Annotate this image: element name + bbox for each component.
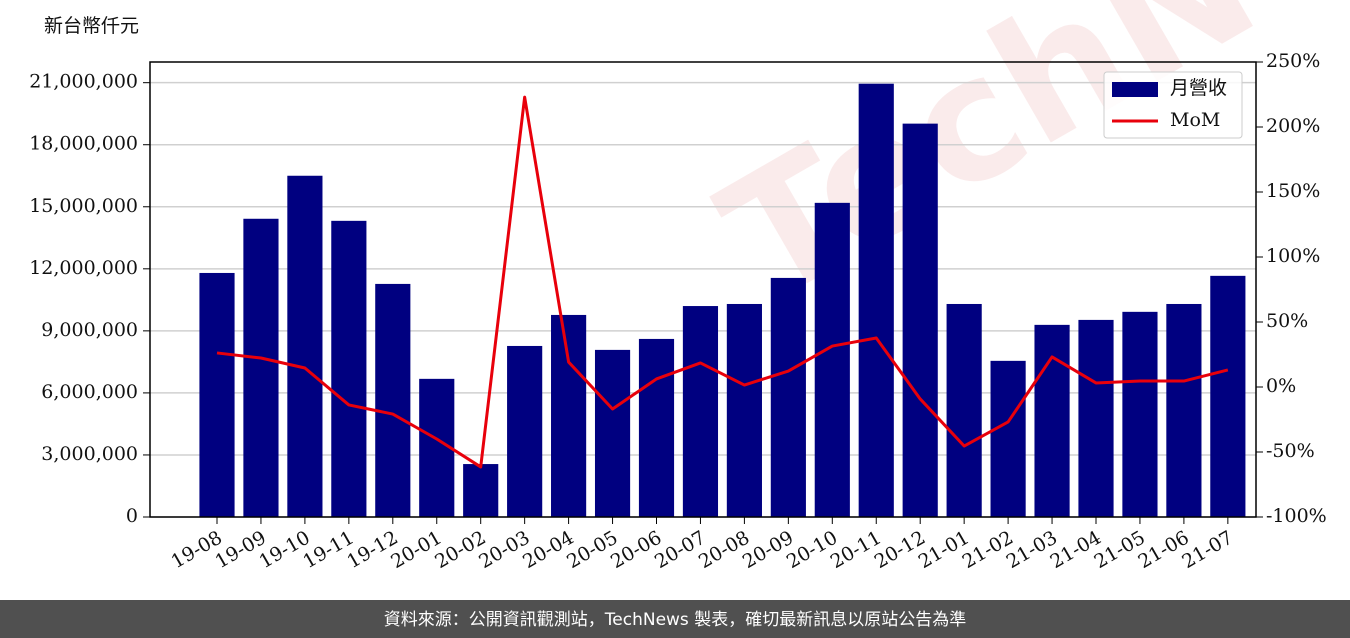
y-axis-label: 新台幣仟元 [44, 15, 139, 37]
footer-text: 資料來源：公開資訊觀測站，TechNews 製表，確切最新訊息以原站公告為準 [384, 610, 966, 630]
y-tick-label: 15,000,000 [29, 195, 138, 217]
y2-tick-label: -50% [1266, 440, 1315, 462]
footer-bar [0, 600, 1350, 638]
bar [858, 83, 894, 517]
bar [814, 202, 850, 517]
line [216, 95, 1229, 469]
y2-tick-label: 0% [1266, 375, 1296, 397]
legend-label: 月營收 [1170, 77, 1227, 99]
y-tick-label: 0 [126, 505, 138, 527]
bar [375, 283, 411, 517]
bar [770, 277, 806, 517]
y2-tick-label: -100% [1266, 505, 1327, 527]
bar [1210, 275, 1246, 517]
bar [594, 349, 631, 517]
legend-swatch [1112, 82, 1158, 97]
y2-tick-label: 200% [1266, 115, 1320, 137]
y-tick-label: 9,000,000 [41, 319, 138, 341]
bar [682, 306, 719, 517]
x-tick-label: 21-07 [1178, 527, 1236, 573]
bar [199, 272, 235, 517]
bar [1122, 311, 1158, 517]
bar [1166, 303, 1202, 517]
y-tick-label: 21,000,000 [29, 71, 138, 93]
plot-frame [149, 61, 1257, 518]
bar [463, 464, 499, 517]
y-tick-label: 12,000,000 [29, 257, 138, 279]
bar [507, 345, 543, 517]
y-tick-label: 18,000,000 [29, 133, 138, 155]
bar [638, 338, 675, 517]
y2-tick-label: 50% [1266, 310, 1308, 332]
bar [331, 220, 367, 517]
bar [551, 314, 587, 517]
bar [946, 303, 982, 517]
bar [1078, 319, 1114, 517]
legend-label: MoM [1170, 109, 1220, 131]
y-tick-label: 6,000,000 [41, 381, 138, 403]
bar [726, 303, 762, 517]
bar [902, 123, 938, 517]
y2-tick-label: 100% [1266, 245, 1320, 267]
bar [990, 360, 1026, 517]
bar [287, 175, 323, 517]
bar [1034, 324, 1070, 517]
y2-tick-label: 150% [1266, 180, 1320, 202]
y-tick-label: 3,000,000 [41, 443, 138, 465]
y2-tick-label: 250% [1266, 50, 1320, 72]
bar [243, 218, 279, 517]
